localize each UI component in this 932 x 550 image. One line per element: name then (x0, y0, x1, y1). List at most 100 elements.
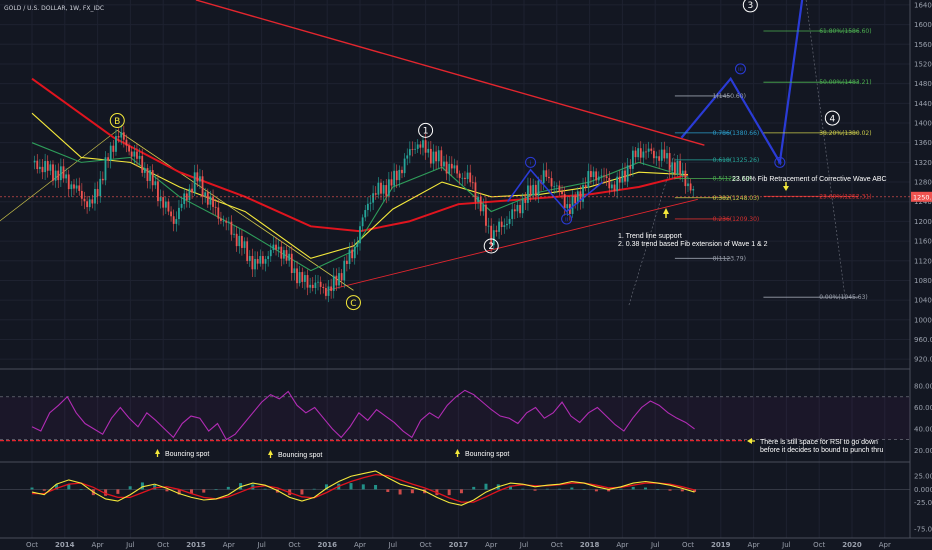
candle-body (361, 217, 364, 227)
candle-body (52, 164, 54, 181)
candle-body (453, 165, 456, 169)
candle-body (115, 136, 117, 152)
time-tick-label: Apr (485, 541, 497, 549)
wave-label-3: 3 (742, 0, 758, 13)
time-tick-label: Oct (813, 541, 825, 549)
candle-body (306, 275, 309, 288)
macd-line (31, 470, 695, 506)
candle-body (406, 155, 409, 159)
macd-histogram-bar (55, 484, 59, 490)
candle-body (112, 145, 115, 152)
candle-body (482, 204, 485, 212)
candle-body (600, 175, 603, 177)
candle-body (277, 246, 280, 250)
candle-body (99, 178, 102, 197)
candle-body (469, 172, 472, 183)
candle-body (214, 206, 217, 208)
svg-text:Bouncing spot: Bouncing spot (165, 451, 209, 458)
chart-title: GOLD / U.S. DOLLAR, 1W, FX_IDC (4, 5, 104, 12)
price-tick-label: 1320.00 (914, 159, 932, 167)
time-tick-label: 2016 (317, 541, 337, 549)
candle-body (49, 164, 52, 171)
candle-body (647, 148, 650, 152)
candle-body (78, 185, 81, 191)
time-tick-label: Apr (616, 541, 628, 549)
candle-body (487, 225, 490, 227)
candle-body (44, 161, 47, 173)
macd-pane[interactable] (0, 470, 910, 506)
candle-body (427, 148, 430, 153)
candle-body (616, 176, 619, 192)
time-tick-label: 2020 (842, 541, 862, 549)
candle-body (338, 273, 340, 286)
candle-body (264, 259, 267, 264)
macd-histogram-bar (558, 488, 562, 490)
candle-body (298, 272, 301, 284)
time-axis: Oct 2014 Apr Jul Oct 2015 Apr Jul Oct 2016 Apr Jul O… (26, 541, 891, 549)
candle-body (303, 275, 306, 282)
rsi-pane[interactable] (0, 389, 910, 442)
current-price-tag (911, 191, 932, 202)
candle-body (613, 184, 616, 192)
candle-body (626, 165, 629, 182)
candle-body (642, 151, 645, 158)
candle-body (199, 176, 201, 182)
price-tick-label: 1520.00 (914, 60, 932, 68)
candle-body (558, 185, 561, 192)
candle-body (534, 184, 537, 196)
candle-body (67, 174, 70, 190)
candle-body (222, 220, 225, 222)
candle-body (133, 151, 136, 157)
candle-body (235, 233, 238, 247)
price-tick-label: 1120.00 (914, 257, 932, 265)
candle-body (70, 184, 73, 190)
macd-histogram-bar (79, 489, 83, 491)
candle-body (639, 148, 642, 158)
candle-body (164, 201, 167, 208)
candle-body (283, 250, 285, 259)
candle-body (645, 151, 647, 153)
macd-histogram-bar (116, 489, 120, 494)
candle-body (584, 185, 587, 188)
candle-body (550, 178, 553, 187)
macd-histogram-bar (300, 489, 304, 495)
projection-guide (805, 0, 846, 301)
candle-body (666, 153, 668, 159)
macd-histogram-bar (545, 488, 549, 490)
price-pane[interactable]: 1(1450.60) 0.786(1380.66) 0.618(1325.26) 0.… (0, 0, 872, 311)
candle-body (317, 281, 319, 283)
macd-histogram-bar (104, 489, 108, 496)
candle-body (73, 184, 75, 189)
svg-text:i: i (530, 160, 532, 166)
macd-histogram-bar (140, 482, 144, 490)
candle-body (178, 207, 180, 220)
candle-body (563, 194, 566, 209)
candle-body (288, 253, 291, 261)
candle-body (445, 161, 448, 174)
candle-body (474, 182, 477, 202)
candle-body (46, 161, 49, 171)
time-tick-label: Oct (26, 541, 38, 549)
rsi-line (31, 389, 695, 441)
yellow-arrow-up-annotation (663, 208, 669, 218)
wave-label-C: C (345, 295, 361, 311)
candle-body (576, 191, 579, 204)
candle-body (561, 191, 563, 195)
macd-histogram-bar (509, 485, 513, 490)
candle-body (201, 176, 204, 197)
candle-body (122, 132, 125, 140)
candle-body (319, 281, 322, 287)
candle-body (120, 132, 123, 138)
candle-body (621, 170, 624, 183)
price-tick-label: 920.00 (914, 356, 932, 364)
projected-wave-path (680, 0, 804, 166)
candle-body (603, 175, 605, 177)
bounce-spot-3: Bouncing spot (455, 449, 509, 458)
trend-support-annotation-line1: 1. Trend line support (618, 233, 682, 240)
time-tick-label: Jul (256, 541, 266, 549)
fib-retracement-label: 38.20%(1380.02) (819, 130, 871, 137)
candle-body (204, 192, 207, 197)
candle-body (57, 170, 60, 181)
moving-average-line (31, 77, 689, 233)
